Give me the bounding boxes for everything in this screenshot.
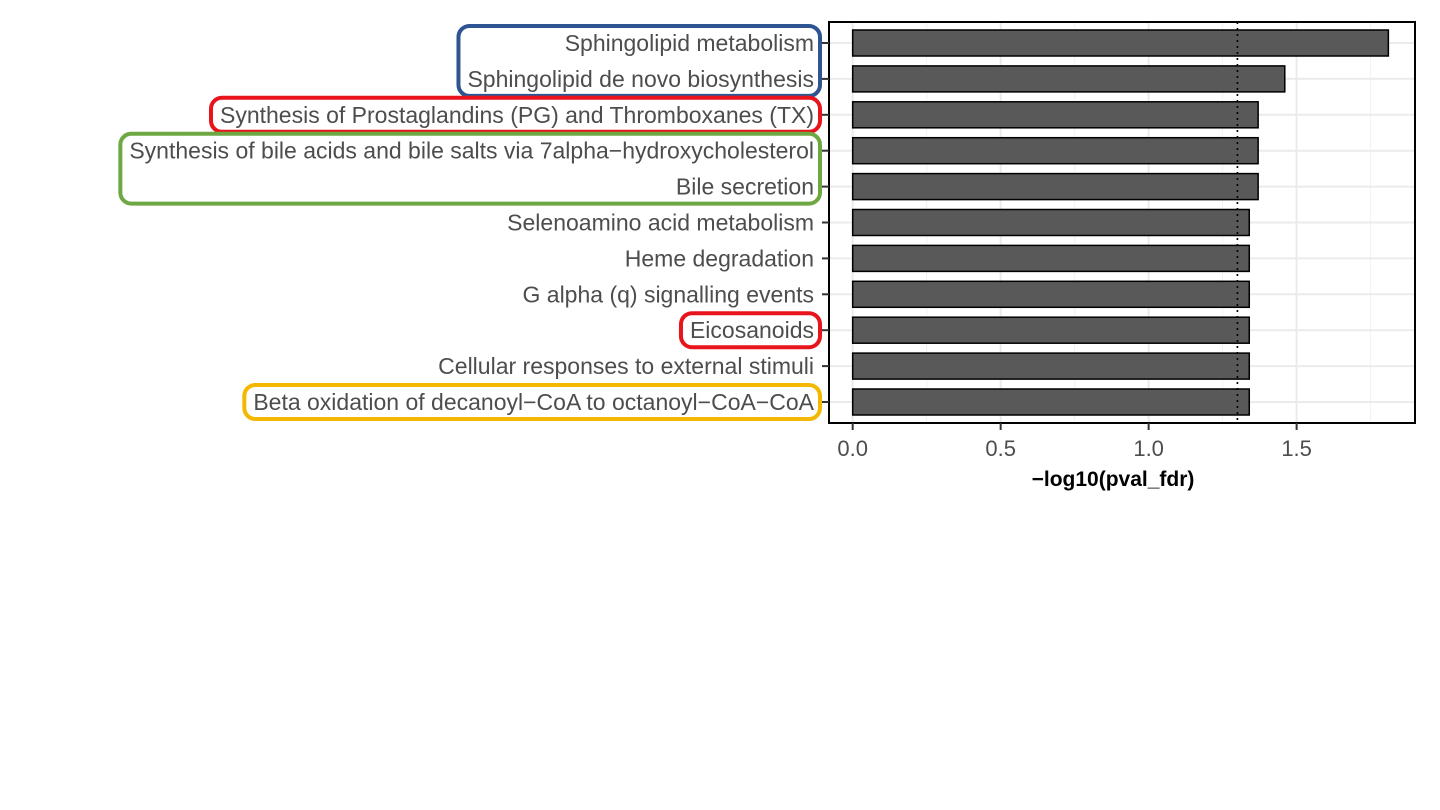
- category-label: Sphingolipid de novo biosynthesis: [467, 66, 814, 92]
- bars: [851, 29, 1390, 416]
- bar: [851, 244, 1251, 273]
- category-label: Cellular responses to external stimuli: [438, 353, 814, 379]
- category-label: Bile secretion: [676, 174, 814, 200]
- category-label: Beta oxidation of decanoyl−CoA to octano…: [253, 389, 814, 415]
- highlight-box: [118, 131, 822, 206]
- bar: [851, 65, 1286, 93]
- x-axis-ticks: 0.0 0.5 1.0 1.5: [837, 423, 1312, 461]
- category-label: G alpha (q) signalling events: [523, 281, 815, 307]
- y-axis-ticks: [822, 42, 829, 403]
- x-axis-title: −log10(pval_fdr): [1032, 468, 1195, 491]
- x-tick-label: 0.5: [985, 436, 1016, 461]
- x-tick-label: 1.5: [1281, 436, 1312, 461]
- bar: [851, 316, 1251, 344]
- category-label: Selenoamino acid metabolism: [507, 210, 814, 236]
- x-tick-label: 1.0: [1133, 436, 1164, 461]
- category-label: Eicosanoids: [690, 317, 814, 343]
- category-label: Sphingolipid metabolism: [565, 30, 814, 56]
- bar: [851, 172, 1259, 201]
- bar: [851, 388, 1251, 416]
- category-label: Heme degradation: [625, 245, 814, 271]
- highlight-box: [678, 311, 822, 350]
- x-tick-label: 0.0: [837, 436, 868, 461]
- bar: [851, 208, 1251, 237]
- category-label: Synthesis of Prostaglandins (PG) and Thr…: [220, 102, 814, 128]
- highlight-box: [242, 383, 822, 421]
- bar: [851, 280, 1251, 309]
- category-label: Synthesis of bile acids and bile salts v…: [129, 138, 814, 164]
- highlight-boxes: [118, 24, 822, 421]
- category-labels: Sphingolipid metabolism Sphingolipid de n…: [129, 30, 814, 415]
- bar: [851, 136, 1259, 165]
- bar: [851, 352, 1251, 380]
- bar: [851, 29, 1390, 57]
- bar: [851, 101, 1259, 129]
